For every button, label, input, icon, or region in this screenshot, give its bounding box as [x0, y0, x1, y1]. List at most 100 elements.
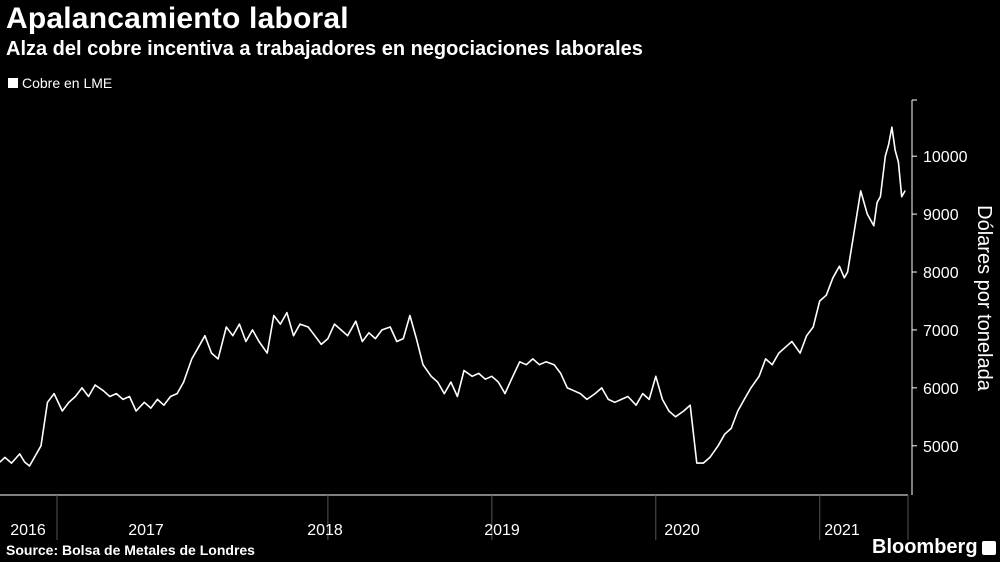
- data-point: [891, 126, 893, 128]
- data-point: [799, 352, 801, 354]
- data-point: [368, 332, 370, 334]
- data-point: [258, 340, 260, 343]
- data-point: [825, 294, 827, 296]
- data-point: [668, 410, 670, 412]
- data-point: [771, 364, 773, 366]
- data-point: [860, 190, 862, 192]
- data-point: [866, 213, 868, 215]
- data-point: [724, 433, 726, 435]
- data-point: [135, 410, 137, 412]
- y-axis-title: Dólares por tonelada: [973, 205, 995, 392]
- data-point: [327, 338, 329, 340]
- data-point: [347, 335, 349, 337]
- data-point: [143, 401, 145, 403]
- data-point: [579, 393, 582, 395]
- data-point: [109, 395, 111, 398]
- data-point: [266, 352, 268, 354]
- legend-swatch: [8, 78, 18, 88]
- data-point: [299, 323, 301, 325]
- data-point: [333, 323, 336, 325]
- x-tick-label-2017: 2017: [128, 522, 164, 539]
- data-point: [456, 395, 458, 398]
- data-point: [355, 320, 357, 322]
- data-point: [94, 384, 96, 386]
- y-tick-label-8000: 8000: [923, 265, 959, 282]
- data-point: [217, 358, 219, 360]
- data-point: [28, 465, 31, 467]
- data-point: [340, 329, 342, 331]
- y-tick-label-10000: 10000: [923, 149, 968, 166]
- x-tick-label-2021: 2021: [824, 522, 860, 539]
- data-point: [901, 196, 903, 198]
- data-point: [396, 340, 398, 343]
- brand-label: Bloomberg: [872, 536, 978, 558]
- data-point: [560, 372, 562, 374]
- data-point: [635, 404, 637, 406]
- data-point: [156, 398, 158, 400]
- data-point: [238, 323, 240, 325]
- source-note: Source: Bolsa de Metales de Londres: [6, 542, 255, 558]
- data-point: [478, 372, 480, 374]
- data-point: [784, 346, 786, 348]
- data-point: [128, 395, 131, 398]
- data-point: [532, 358, 534, 360]
- y-tick-label-5000: 5000: [923, 439, 959, 456]
- data-point: [884, 155, 886, 157]
- data-point: [471, 375, 473, 377]
- data-point: [819, 300, 821, 302]
- data-point: [232, 335, 234, 337]
- data-point: [102, 390, 104, 392]
- data-point: [191, 358, 193, 360]
- data-point: [4, 456, 6, 458]
- data-point: [402, 338, 404, 340]
- data-point: [876, 201, 878, 204]
- data-point: [61, 410, 63, 412]
- data-point: [553, 364, 555, 366]
- series-line-cobre: [0, 126, 906, 467]
- data-point: [292, 335, 295, 337]
- data-point: [245, 340, 247, 343]
- data-point: [183, 381, 185, 383]
- data-point: [273, 314, 275, 317]
- data-point: [873, 225, 875, 227]
- data-point: [374, 338, 376, 340]
- data-point: [888, 144, 890, 146]
- data-point: [806, 335, 808, 337]
- y-tick-label-7000: 7000: [923, 323, 959, 340]
- data-point: [853, 230, 855, 233]
- data-point: [765, 358, 767, 360]
- brand-icon: [981, 540, 996, 555]
- data-point: [601, 387, 603, 389]
- x-tick-label-2018: 2018: [307, 522, 343, 539]
- data-point: [463, 369, 465, 372]
- data-point: [904, 190, 906, 192]
- data-point: [409, 314, 411, 317]
- data-point: [661, 398, 664, 400]
- data-point: [10, 462, 13, 464]
- data-point: [504, 393, 506, 395]
- data-point: [525, 364, 527, 366]
- data-point: [648, 398, 650, 400]
- data-point: [443, 393, 445, 395]
- data-point: [620, 398, 623, 400]
- data-point: [381, 329, 383, 331]
- data-point: [81, 387, 83, 389]
- data-point: [491, 375, 493, 377]
- data-point: [204, 335, 206, 337]
- data-point: [115, 393, 117, 395]
- data-point: [879, 196, 882, 198]
- data-point: [538, 364, 541, 366]
- data-point: [40, 445, 42, 447]
- data-point: [743, 398, 745, 400]
- data-point: [484, 378, 486, 380]
- data-point: [702, 462, 704, 464]
- data-point: [150, 407, 152, 409]
- y-tick-label-6000: 6000: [923, 381, 959, 398]
- legend-label: Cobre en LME: [22, 75, 113, 91]
- data-point: [122, 398, 124, 400]
- data-point: [689, 404, 691, 406]
- data-point: [674, 416, 677, 418]
- data-point: [683, 410, 685, 412]
- data-point: [642, 393, 644, 395]
- data-point: [422, 364, 424, 366]
